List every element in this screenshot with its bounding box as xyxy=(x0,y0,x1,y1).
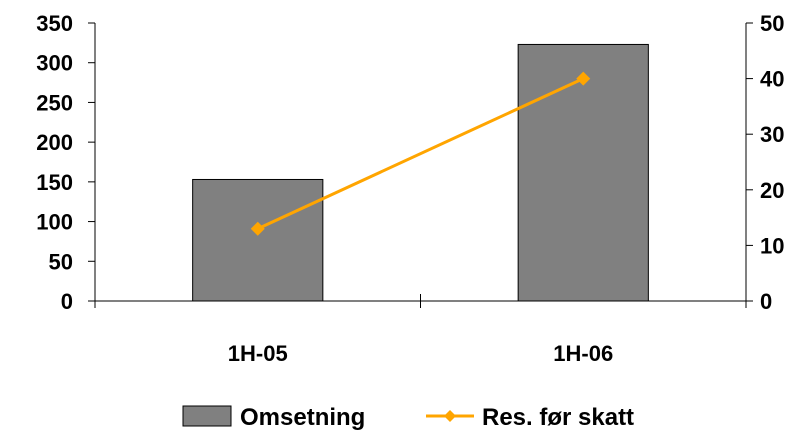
left-tick-label: 150 xyxy=(36,170,73,195)
left-tick-label: 250 xyxy=(36,90,73,115)
right-tick-label: 10 xyxy=(760,233,784,258)
legend-label-res: Res. før skatt xyxy=(482,404,634,431)
right-tick-label: 30 xyxy=(760,122,784,147)
left-tick-label: 350 xyxy=(36,11,73,36)
chart-axes: 0 50 100 150 200 250 300 350 0 10 20 30 40 50 xyxy=(36,11,784,314)
legend-marker-res xyxy=(444,410,456,422)
category-label: 1H-05 xyxy=(228,341,288,366)
category-label: 1H-06 xyxy=(553,341,613,366)
line-point-1h-05 xyxy=(250,221,265,236)
left-tick-label: 300 xyxy=(36,51,73,76)
legend-label-omsetning: Omsetning xyxy=(240,404,365,431)
right-tick-label: 0 xyxy=(760,289,772,314)
chart-legend: Omsetning Res. før skatt xyxy=(182,404,634,431)
left-tick-label: 100 xyxy=(36,210,73,235)
right-tick-label: 50 xyxy=(760,11,784,36)
line-point-1h-06 xyxy=(576,71,591,86)
left-tick-label: 50 xyxy=(49,249,73,274)
category-labels: 1H-05 1H-06 xyxy=(228,341,613,366)
right-tick-label: 20 xyxy=(760,178,784,203)
line-series xyxy=(250,71,591,236)
legend-swatch-omsetning xyxy=(182,405,232,427)
right-tick-label: 40 xyxy=(760,67,784,92)
bar-series xyxy=(192,43,649,302)
line-res-for-skatt xyxy=(257,77,584,231)
left-tick-label: 200 xyxy=(36,130,73,155)
bar-1h-06 xyxy=(517,43,649,302)
left-tick-label: 0 xyxy=(61,289,73,314)
bar-1h-05 xyxy=(192,178,324,302)
